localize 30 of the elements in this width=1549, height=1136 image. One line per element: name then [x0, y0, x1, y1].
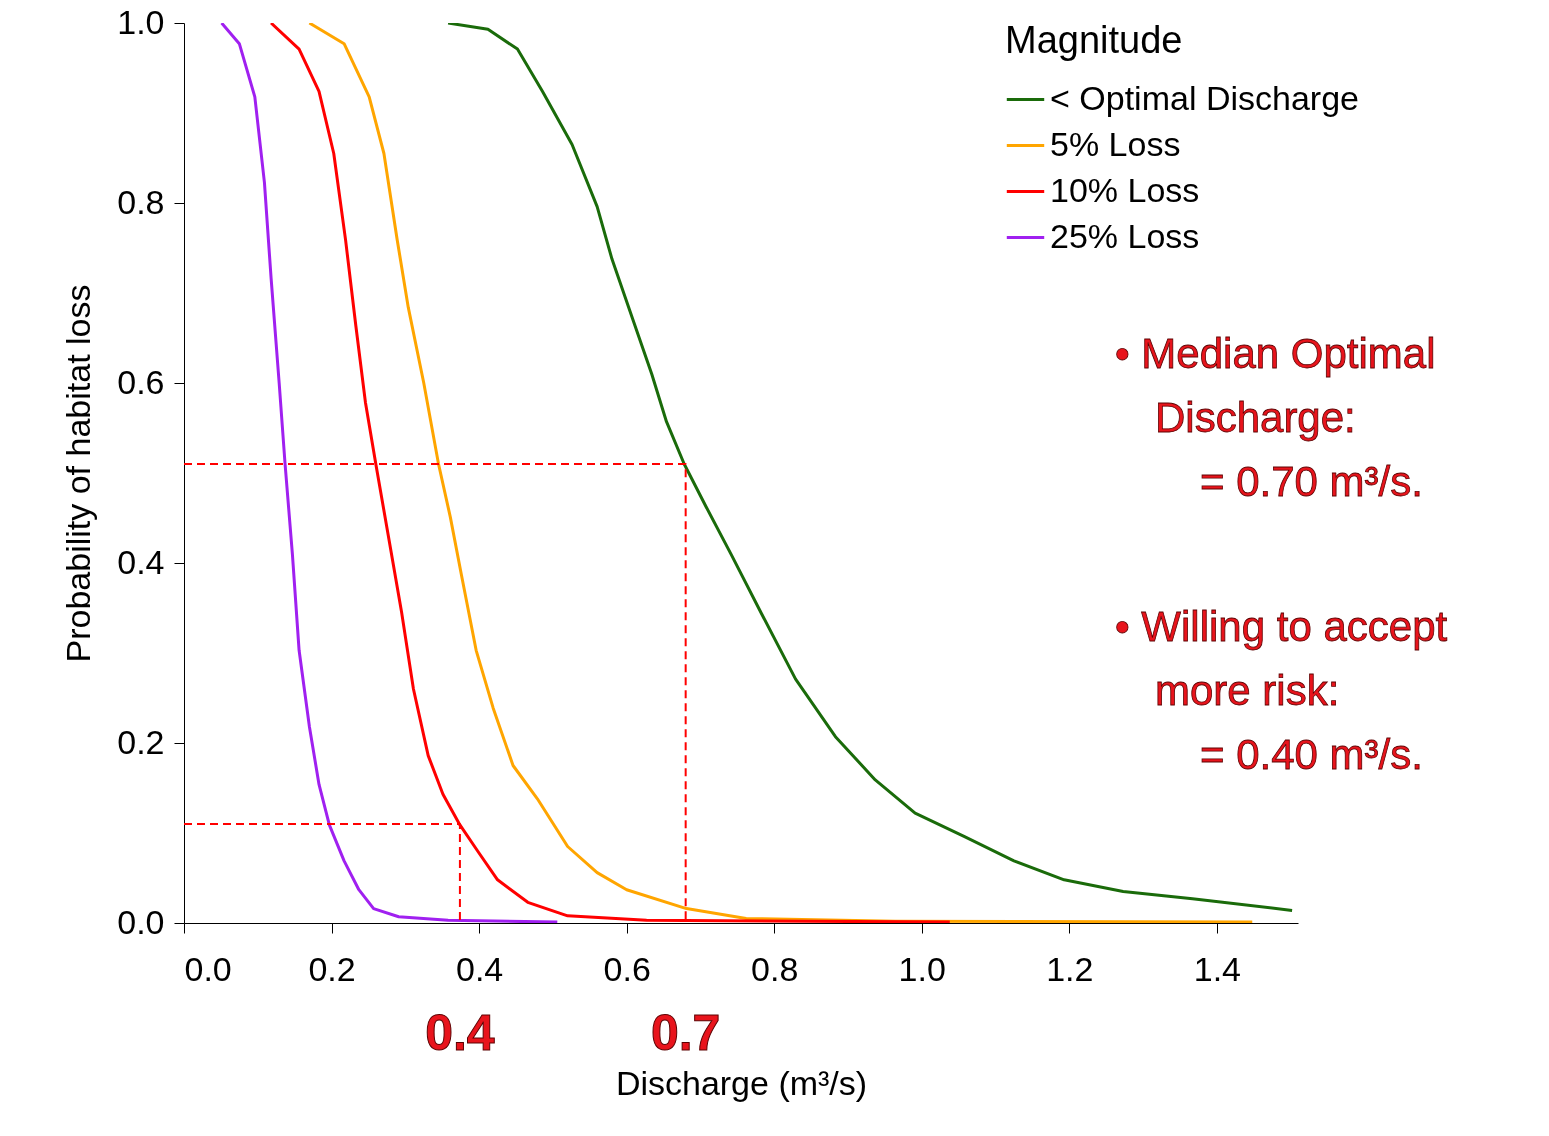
x-tick-label: 0.6 — [603, 949, 651, 988]
x-tick-label: 0.4 — [455, 949, 504, 988]
y-tick-label: 0.6 — [117, 362, 165, 401]
y-tick-label: 0.4 — [117, 542, 165, 581]
line-series — [220, 23, 559, 923]
annotation: • Median Optimal — [1115, 330, 1436, 377]
annotation: 0.7 — [650, 1005, 721, 1061]
y-axis-title: Probability of habitat loss — [59, 284, 98, 663]
x-tick-label: 0.0 — [184, 949, 232, 988]
y-tick-label: 0.8 — [117, 182, 165, 221]
legend-label: 25% Loss — [1050, 216, 1200, 255]
annotation: 0.4 — [425, 1005, 495, 1061]
annotation: • Willing to accept — [1115, 603, 1448, 650]
legend-title: Magnitude — [1005, 19, 1183, 61]
x-tick-label: 1.0 — [898, 949, 946, 988]
x-tick-label: 0.8 — [751, 949, 799, 988]
legend-label: 10% Loss — [1050, 170, 1200, 209]
x-tick-label: 0.2 — [308, 949, 356, 988]
annotation: more risk: — [1155, 667, 1340, 714]
y-tick-label: 0.2 — [117, 722, 165, 761]
x-tick-label: 1.2 — [1046, 949, 1094, 988]
x-axis-title: Discharge (m³/s) — [615, 1063, 868, 1102]
annotation: = 0.70 m³/s. — [1200, 458, 1423, 505]
x-tick-label: 1.4 — [1193, 949, 1241, 988]
annotation: = 0.40 m³/s. — [1200, 731, 1423, 778]
legend-label: < Optimal Discharge — [1050, 78, 1359, 117]
y-tick-label: 1.0 — [117, 2, 165, 41]
legend-label: 5% Loss — [1050, 124, 1181, 163]
y-tick-label: 0.0 — [117, 902, 165, 941]
annotation: Discharge: — [1155, 394, 1356, 441]
